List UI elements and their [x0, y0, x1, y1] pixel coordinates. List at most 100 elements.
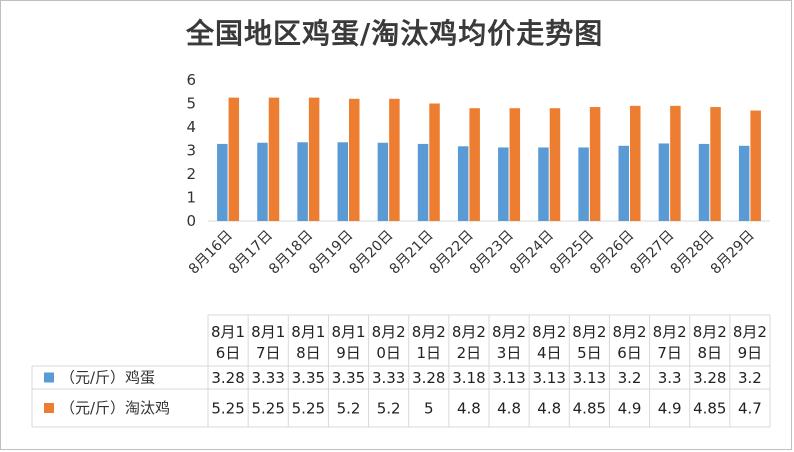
table-header-line2: 0日 [376, 344, 401, 362]
table-cell-value: 4.9 [658, 400, 682, 418]
bar-hen [710, 107, 721, 221]
bar-hen [589, 107, 601, 221]
table-cell-value: 4.8 [457, 400, 481, 418]
bar-hen [389, 98, 400, 221]
bar-hen [429, 103, 440, 221]
table-header-line1: 8月2 [612, 323, 646, 341]
table-header-line1: 8月2 [693, 323, 727, 341]
x-tick-label: 8月25日 [547, 228, 597, 278]
table-cell-value: 4.8 [497, 400, 521, 418]
bar-hen [549, 108, 561, 221]
y-tick-label: 0 [186, 212, 196, 230]
legend-swatch [44, 372, 54, 383]
table-cell-value: 3.3 [658, 369, 682, 387]
x-tick-label: 8月17日 [226, 228, 276, 278]
bar-egg [337, 142, 348, 221]
bar-hen [268, 97, 280, 221]
bar-egg [297, 142, 308, 221]
x-tick-label: 8月16日 [186, 228, 236, 278]
chart-title: 全国地区鸡蛋/淘汰鸡均价走势图 [186, 17, 604, 50]
bar-egg [417, 143, 429, 221]
table-header-line2: 7日 [657, 344, 682, 362]
table-header-line1: 8月2 [452, 323, 486, 341]
bar-hen [349, 98, 360, 221]
table-cell-value: 3.13 [492, 369, 525, 387]
table-cell-value: 3.28 [693, 369, 726, 387]
bar-hen [750, 110, 761, 221]
bar-egg [377, 142, 389, 221]
table-cell-value: 3.33 [372, 369, 405, 387]
bar-hen [308, 97, 320, 221]
table-header-line1: 8月2 [412, 323, 446, 341]
table-cell-value: 4.7 [738, 400, 762, 418]
y-tick-label: 5 [186, 95, 196, 113]
bar-egg [498, 147, 509, 221]
table-header-line1: 8月1 [331, 323, 365, 341]
table-cell-value: 3.2 [738, 369, 762, 387]
table-header-line2: 9日 [738, 344, 763, 362]
x-tick-label: 8月18日 [266, 228, 316, 278]
table-header-line1: 8月1 [211, 323, 245, 341]
bar-egg [698, 143, 710, 221]
x-tick-label: 8月21日 [387, 228, 437, 278]
x-tick-label: 8月24日 [507, 228, 557, 278]
table-cell-value: 3.2 [618, 369, 642, 387]
table-header-line2: 7日 [256, 344, 281, 362]
table-cell-value: 3.28 [412, 369, 445, 387]
x-tick-label: 8月22日 [427, 228, 477, 278]
table-cell-value: 5.25 [252, 400, 285, 418]
x-tick-label: 8月26日 [587, 228, 637, 278]
table-header-line2: 6日 [617, 344, 642, 362]
table-cell-value: 4.85 [573, 400, 606, 418]
table-header-line1: 8月1 [291, 323, 325, 341]
table-header-line1: 8月2 [572, 323, 606, 341]
table-header-line1: 8月2 [492, 323, 526, 341]
table-cell-value: 5.2 [377, 400, 401, 418]
table-header-line2: 9日 [336, 344, 361, 362]
table-header-line2: 3日 [497, 344, 522, 362]
bar-hen [509, 108, 521, 221]
table-header-line2: 2日 [457, 344, 482, 362]
table-cell-value: 5.25 [211, 400, 244, 418]
table-cell-value: 4.9 [618, 400, 642, 418]
x-tick-label: 8月19日 [306, 228, 356, 278]
legend-label: （元/斤）淘汰鸡 [60, 399, 170, 417]
bar-hen [670, 105, 681, 221]
x-tick-label: 8月23日 [467, 228, 517, 278]
table-cell-value: 3.18 [452, 369, 485, 387]
table-header-line2: 1日 [417, 344, 442, 362]
table-cell-value: 3.35 [292, 369, 325, 387]
table-header-line1: 8月2 [653, 323, 687, 341]
table-cell-value: 5.25 [292, 400, 325, 418]
bar-hen [630, 105, 641, 221]
table-cell-value: 5 [424, 400, 434, 418]
x-tick-label: 8月20日 [346, 228, 396, 278]
x-tick-label: 8月29日 [708, 228, 758, 278]
x-tick-label: 8月27日 [627, 228, 677, 278]
table-header-line2: 8日 [698, 344, 723, 362]
table-header-line2: 4日 [537, 344, 562, 362]
table-cell-value: 3.28 [211, 369, 244, 387]
table-cell-value: 5.2 [337, 400, 361, 418]
table-header-line2: 5日 [577, 344, 602, 362]
table-header-line1: 8月2 [372, 323, 406, 341]
table-header-line1: 8月2 [733, 323, 767, 341]
table-cell-value: 3.33 [252, 369, 285, 387]
bar-egg [457, 146, 469, 221]
table-cell-value: 3.35 [332, 369, 365, 387]
legend-swatch [44, 403, 54, 413]
x-tick-label: 8月28日 [668, 228, 718, 278]
y-tick-label: 3 [186, 142, 196, 160]
bar-egg [257, 142, 268, 221]
bar-egg [658, 143, 670, 221]
table-cell-value: 3.13 [573, 369, 606, 387]
legend-label: （元/斤）鸡蛋 [60, 369, 155, 387]
y-tick-label: 2 [186, 165, 196, 183]
table-cell-value: 3.13 [533, 369, 566, 387]
bar-egg [217, 143, 228, 221]
bar-egg [618, 145, 629, 221]
table-header-line2: 8日 [296, 344, 321, 362]
table-cell-value: 4.85 [693, 400, 726, 418]
